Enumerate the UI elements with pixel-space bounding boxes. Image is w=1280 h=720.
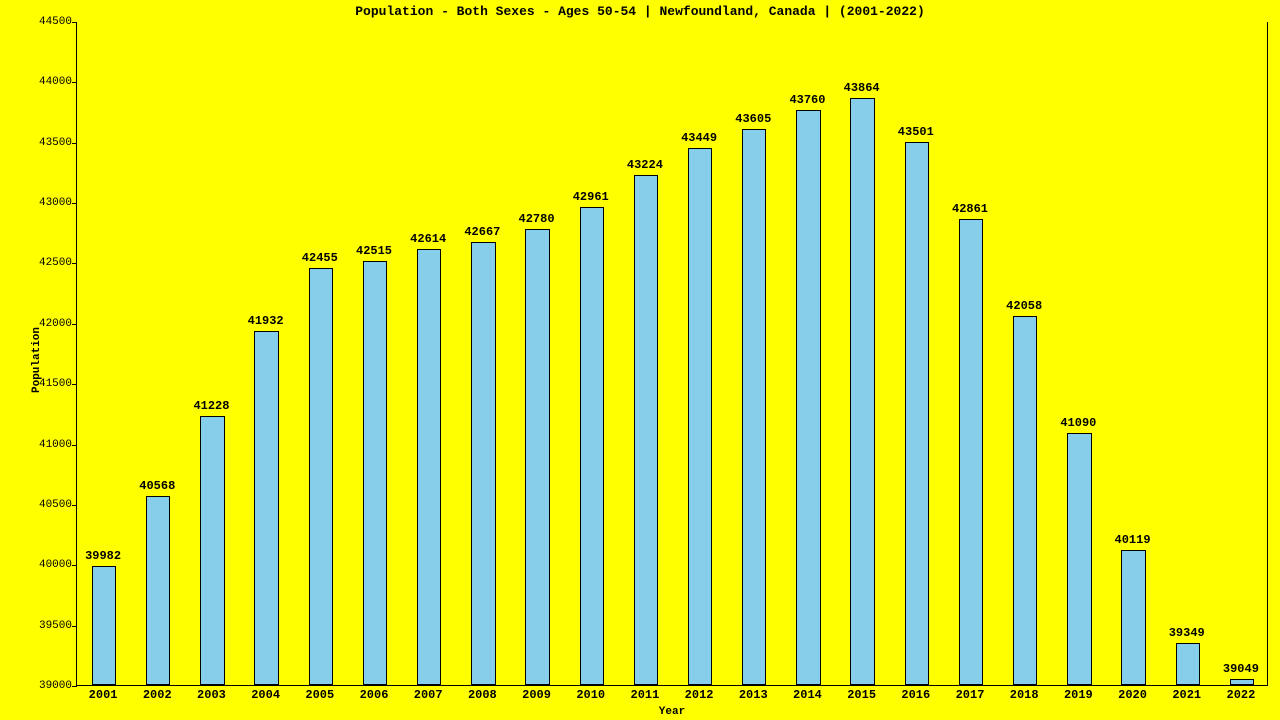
y-tick-label: 44500 bbox=[30, 16, 72, 28]
bar bbox=[200, 416, 224, 685]
x-tick-label: 2002 bbox=[143, 688, 172, 702]
bar bbox=[254, 331, 278, 685]
y-tick-label: 42500 bbox=[30, 257, 72, 269]
x-tick-label: 2003 bbox=[197, 688, 226, 702]
bar-value-label: 42667 bbox=[464, 225, 500, 239]
bar bbox=[309, 268, 333, 685]
bar bbox=[580, 207, 604, 685]
bar bbox=[742, 129, 766, 685]
y-tick-label: 40000 bbox=[30, 559, 72, 571]
bar-value-label: 42455 bbox=[302, 251, 338, 265]
bar bbox=[688, 148, 712, 685]
y-tick-label: 42000 bbox=[30, 318, 72, 330]
bar bbox=[1230, 679, 1254, 685]
chart-title: Population - Both Sexes - Ages 50-54 | N… bbox=[0, 4, 1280, 19]
bar-value-label: 40119 bbox=[1115, 533, 1151, 547]
bar bbox=[1013, 316, 1037, 685]
bar-value-label: 42058 bbox=[1006, 299, 1042, 313]
bar bbox=[1176, 643, 1200, 685]
bar bbox=[363, 261, 387, 685]
y-tick-label: 40500 bbox=[30, 499, 72, 511]
bar-value-label: 41090 bbox=[1060, 416, 1096, 430]
x-tick-label: 2005 bbox=[305, 688, 334, 702]
bar bbox=[905, 142, 929, 685]
x-tick-label: 2009 bbox=[522, 688, 551, 702]
x-tick-label: 2022 bbox=[1227, 688, 1256, 702]
x-tick-label: 2017 bbox=[956, 688, 985, 702]
x-tick-label: 2013 bbox=[739, 688, 768, 702]
bar-value-label: 39982 bbox=[85, 549, 121, 563]
x-tick-label: 2018 bbox=[1010, 688, 1039, 702]
x-tick-label: 2021 bbox=[1172, 688, 1201, 702]
bar-value-label: 39349 bbox=[1169, 626, 1205, 640]
bar-value-label: 39049 bbox=[1223, 662, 1259, 676]
bar bbox=[1067, 433, 1091, 685]
bar-value-label: 43864 bbox=[844, 81, 880, 95]
x-tick-label: 2006 bbox=[360, 688, 389, 702]
bar bbox=[525, 229, 549, 685]
bar-value-label: 40568 bbox=[139, 479, 175, 493]
x-axis-label: Year bbox=[76, 706, 1268, 718]
x-tick-label: 2004 bbox=[251, 688, 280, 702]
x-tick-label: 2010 bbox=[576, 688, 605, 702]
bar-value-label: 42614 bbox=[410, 232, 446, 246]
y-tick-label: 43500 bbox=[30, 137, 72, 149]
x-tick-label: 2015 bbox=[847, 688, 876, 702]
bar-value-label: 42780 bbox=[519, 212, 555, 226]
bar bbox=[959, 219, 983, 685]
bar bbox=[146, 496, 170, 685]
y-tick-label: 43000 bbox=[30, 197, 72, 209]
x-tick-label: 2012 bbox=[685, 688, 714, 702]
bar-value-label: 41932 bbox=[248, 314, 284, 328]
x-tick-label: 2001 bbox=[89, 688, 118, 702]
x-tick-label: 2020 bbox=[1118, 688, 1147, 702]
bar-value-label: 43501 bbox=[898, 125, 934, 139]
bar-value-label: 42515 bbox=[356, 244, 392, 258]
bar-value-label: 42861 bbox=[952, 202, 988, 216]
bar bbox=[634, 175, 658, 685]
bar bbox=[92, 566, 116, 685]
bar-value-label: 41228 bbox=[193, 399, 229, 413]
bar-value-label: 42961 bbox=[573, 190, 609, 204]
x-tick-label: 2007 bbox=[414, 688, 443, 702]
bar bbox=[471, 242, 495, 685]
y-tick-label: 39500 bbox=[30, 620, 72, 632]
bar bbox=[796, 110, 820, 685]
y-tick-label: 41500 bbox=[30, 378, 72, 390]
bar-value-label: 43224 bbox=[627, 158, 663, 172]
x-tick-label: 2016 bbox=[901, 688, 930, 702]
bar bbox=[850, 98, 874, 685]
bar-value-label: 43760 bbox=[789, 93, 825, 107]
x-tick-label: 2019 bbox=[1064, 688, 1093, 702]
x-tick-label: 2014 bbox=[793, 688, 822, 702]
bar-value-label: 43449 bbox=[681, 131, 717, 145]
x-tick-label: 2011 bbox=[631, 688, 660, 702]
bar bbox=[417, 249, 441, 685]
chart-container: Population - Both Sexes - Ages 50-54 | N… bbox=[0, 0, 1280, 720]
plot-area bbox=[76, 22, 1268, 686]
bar bbox=[1121, 550, 1145, 685]
y-tick-label: 44000 bbox=[30, 76, 72, 88]
bar-value-label: 43605 bbox=[735, 112, 771, 126]
y-tick-label: 39000 bbox=[30, 680, 72, 692]
y-tick-label: 41000 bbox=[30, 439, 72, 451]
x-tick-label: 2008 bbox=[468, 688, 497, 702]
